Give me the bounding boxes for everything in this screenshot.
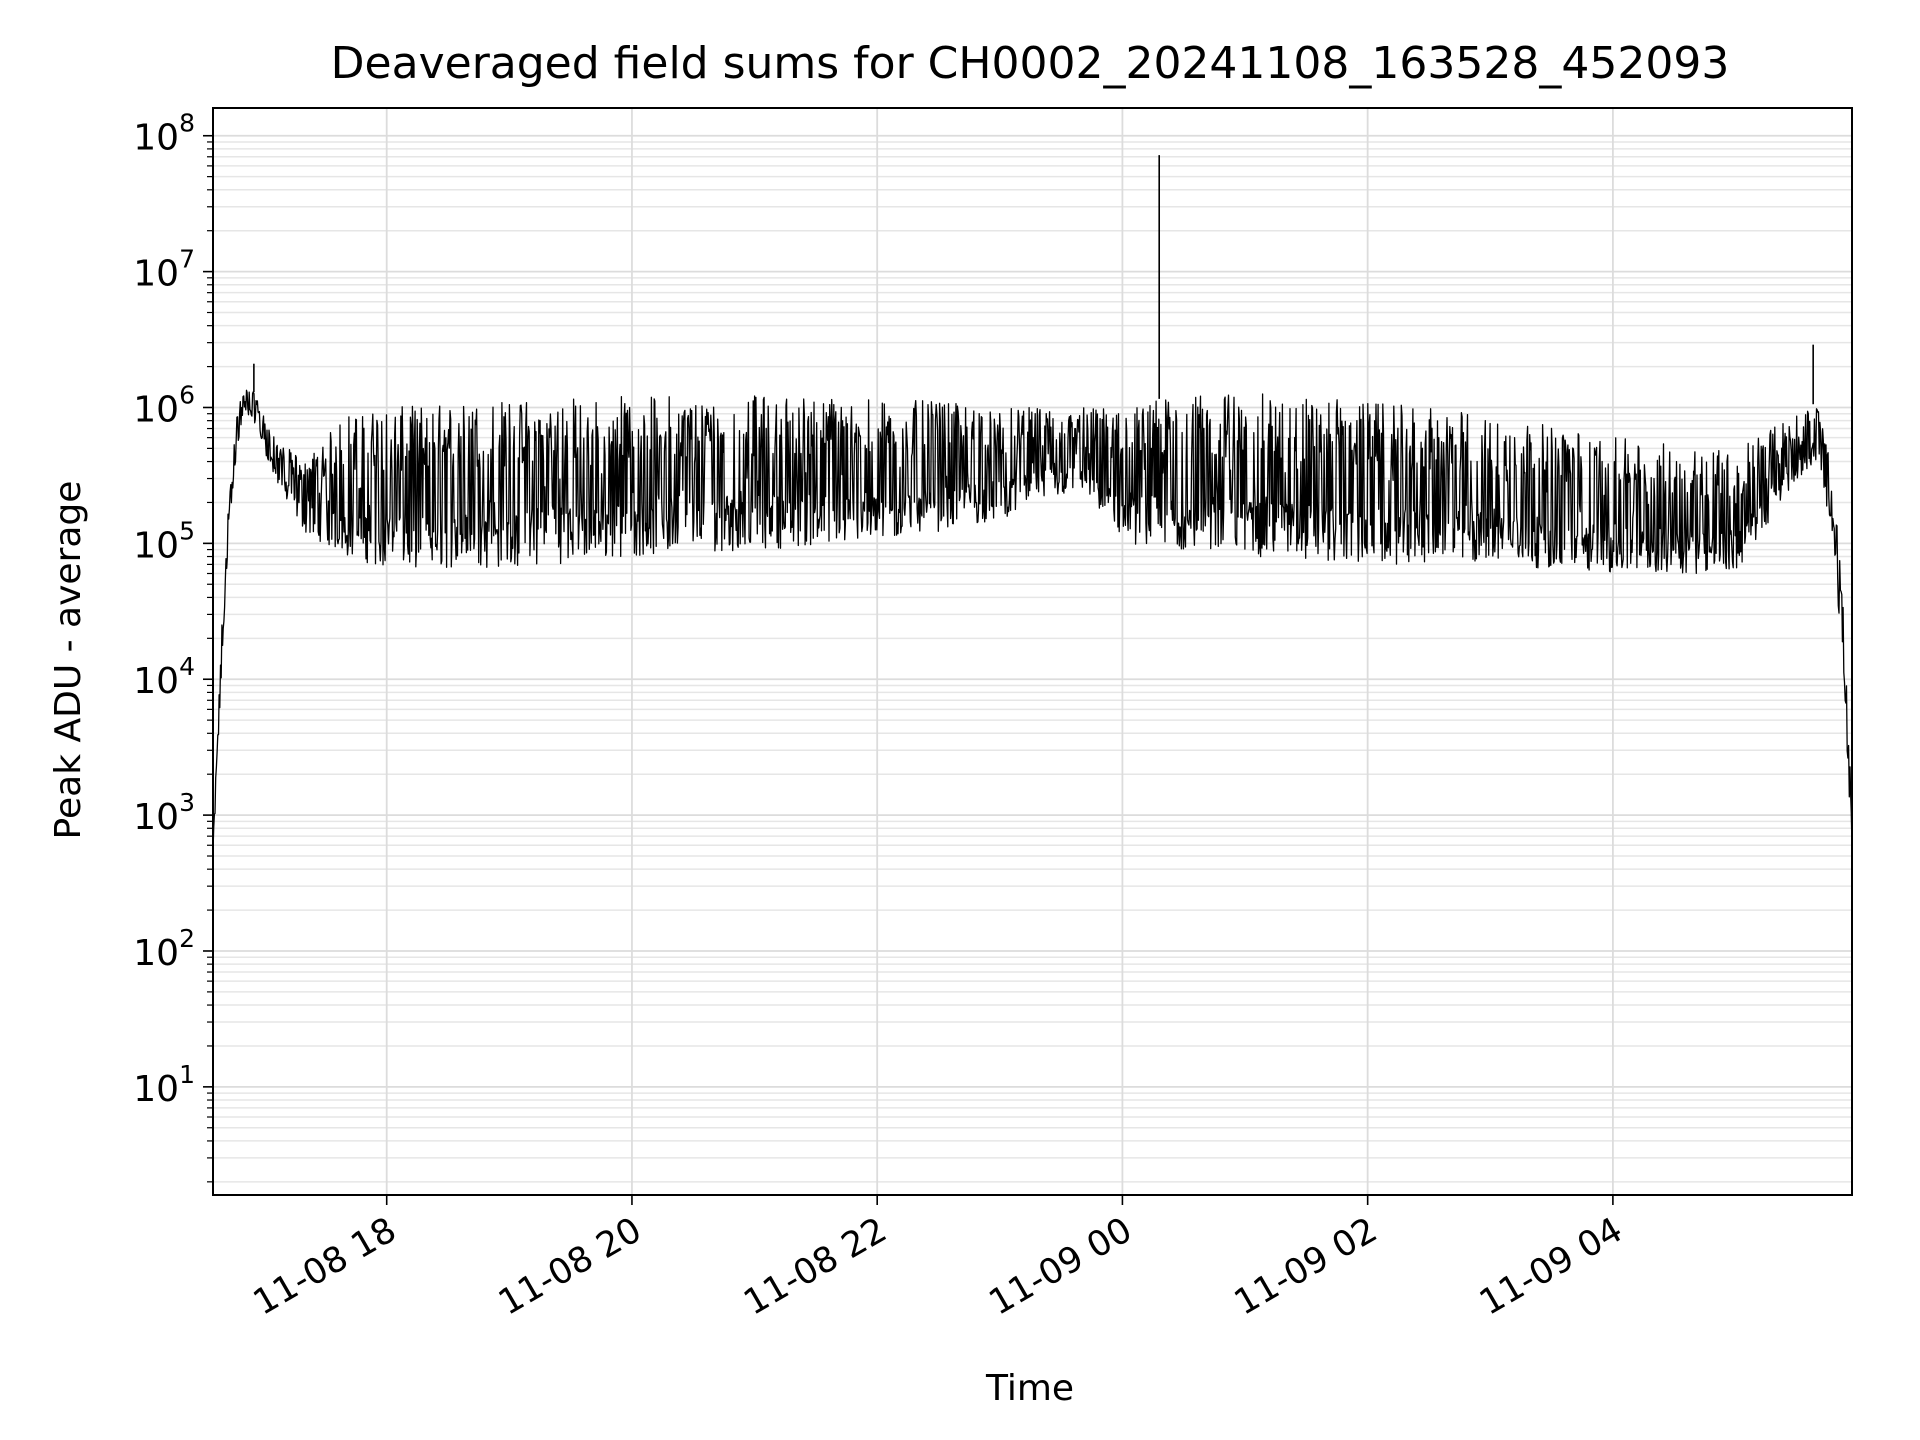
- chart-title: Deaveraged field sums for CH0002_2024110…: [331, 38, 1730, 89]
- x-axis-label: Time: [985, 1368, 1074, 1409]
- y-axis-label: Peak ADU - average: [48, 481, 89, 840]
- y-tick-label: 101: [133, 1060, 195, 1110]
- y-axis: 101 102 103 104 105 106 107 108: [133, 109, 213, 1183]
- y-tick-label: 102: [133, 924, 195, 974]
- y-tick-label: 104: [133, 652, 195, 702]
- y-tick-label: 105: [133, 516, 195, 566]
- plot-frame: [212, 107, 1853, 1196]
- y-tick-label: 106: [133, 380, 195, 430]
- y-tick-label: 108: [133, 109, 195, 159]
- series-layer: [212, 155, 1853, 852]
- series-line: [212, 389, 1853, 852]
- y-tick-label: 107: [133, 245, 195, 295]
- y-tick-label: 103: [133, 788, 195, 838]
